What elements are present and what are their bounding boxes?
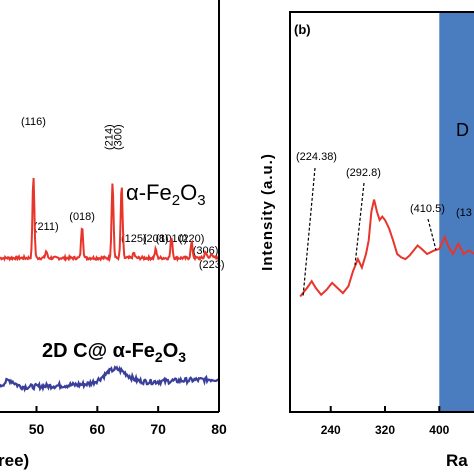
- x-tick-label: 60: [90, 421, 106, 437]
- a-x-axis-label: ree): [0, 451, 29, 470]
- peak-label: (211): [34, 221, 59, 233]
- composite-pattern-line: [0, 365, 219, 393]
- b-x-tick-labels: 240 320 400: [321, 423, 450, 437]
- peak-label: (300): [113, 124, 125, 150]
- composite-legend: 2D C@ α-Fe2O3: [42, 340, 186, 365]
- b-y-axis-label: Intensity (a.u.): [259, 153, 276, 271]
- annotation-arrow: [302, 167, 316, 298]
- x-tick-label: 320: [375, 423, 395, 437]
- x-tick-label: 80: [211, 421, 227, 437]
- peak-label: (220): [179, 233, 205, 245]
- shaded-region: [439, 12, 474, 412]
- annotation-arrow: [354, 182, 365, 266]
- raman-annotation-label: (13: [456, 207, 472, 219]
- x-tick-label: 240: [321, 423, 341, 437]
- raman-spectrum-line: [299, 199, 474, 298]
- raman-peak-annotations: (224.38) (292.8) (410.5) (13: [296, 151, 472, 298]
- a-x-tick-labels: 50 60 70 80: [29, 421, 227, 437]
- a-x-ticks: [35, 406, 220, 412]
- shaded-region-label: D: [456, 120, 469, 140]
- annotation-arrow: [427, 218, 437, 251]
- alpha-fe2o3-legend: α-Fe2O3: [126, 180, 206, 209]
- panel-b-raman: D (224.38) (292.8) (410.5) (13 (b) 240 320 40…: [259, 11, 474, 470]
- b-x-ticks: [329, 406, 441, 412]
- x-tick-label: 70: [150, 421, 166, 437]
- b-x-axis-label: Ra: [446, 451, 468, 470]
- panel-a-xrd: (116)(211)(018)(214)(300)(125)(208)(1010…: [0, 0, 227, 470]
- peak-label: (208): [143, 233, 169, 245]
- raman-annotation-label: (224.38): [296, 151, 337, 163]
- peak-label: (018): [69, 211, 95, 223]
- peak-label: (125): [121, 233, 147, 245]
- peak-label: (116): [21, 116, 46, 128]
- peak-label: (223): [199, 259, 225, 271]
- panel-b-label: (b): [294, 22, 311, 37]
- raman-annotation-label: (410.5): [410, 203, 445, 215]
- x-tick-label: 50: [29, 421, 45, 437]
- raman-annotation-label: (292.8): [346, 167, 381, 179]
- alpha-fe2o3-pattern-line: [0, 177, 220, 263]
- x-tick-label: 400: [429, 423, 449, 437]
- peak-label: (214): [104, 124, 116, 150]
